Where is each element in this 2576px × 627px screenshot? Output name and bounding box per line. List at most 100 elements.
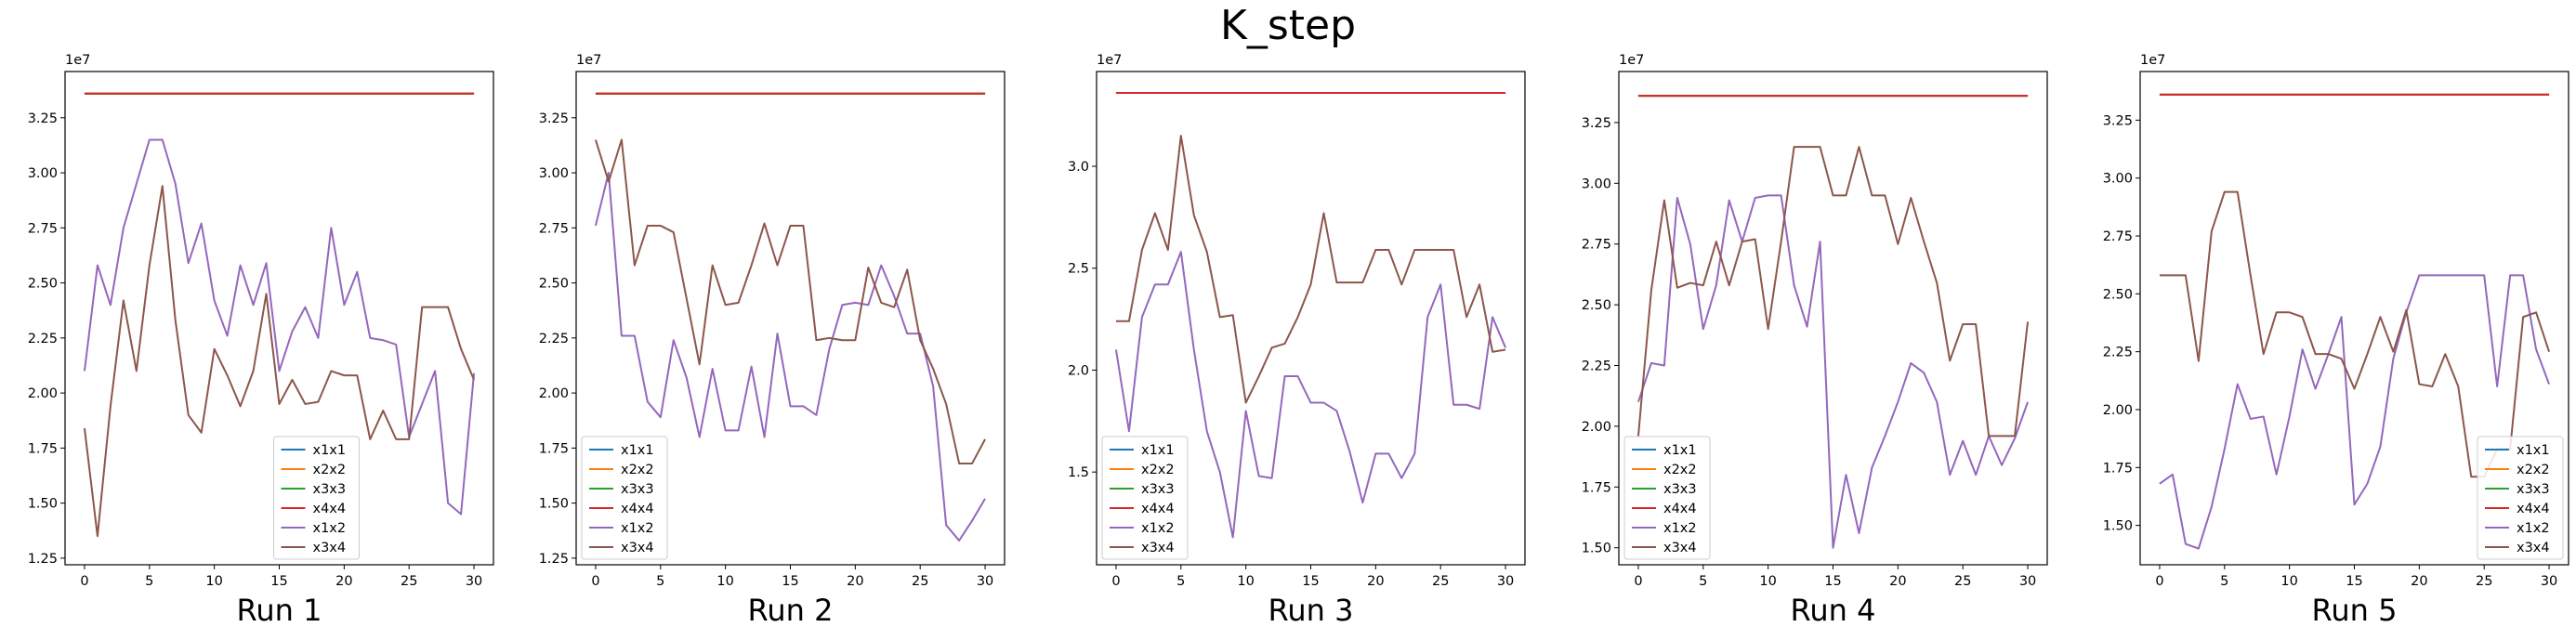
chart4-ytick-label: 3.00: [1582, 176, 1611, 191]
chart3-xtick-label: 5: [1176, 574, 1185, 589]
chart1-legend-label-x2x2: x2x2: [313, 463, 347, 477]
chart5-ytick-label: 1.75: [2103, 461, 2133, 476]
chart1-panel: 0 5 10 15 20 25 30 1.25 1.50 1.75 2.00 2.25 2.50 2.75…: [28, 53, 494, 627]
chart4-xtick-label: 10: [1759, 574, 1776, 589]
chart5-xlabel: Run 5: [2312, 593, 2398, 627]
chart2-ytick-label: 2.25: [539, 332, 569, 346]
chart1-ytick-label: 1.75: [28, 441, 58, 456]
chart1-legend-label-x1x1: x1x1: [313, 443, 347, 458]
chart1-ytick-label: 3.00: [28, 166, 58, 181]
chart1-ytick-label: 2.75: [28, 221, 58, 236]
chart3-xtick-label: 0: [1111, 574, 1120, 589]
chart4-legend-label-x4x4: x4x4: [1663, 502, 1697, 516]
chart1-xtick-label: 30: [466, 574, 482, 589]
subplots: 0 5 10 15 20 25 301.251.501.752.002.252.502.75…: [28, 53, 2569, 627]
chart1-xtick-label: 20: [335, 574, 352, 589]
chart3-series-x1x2-line: [1114, 251, 1506, 539]
chart4-legend-label-x3x4: x3x4: [1663, 541, 1697, 555]
chart2-series-x3x4-line: [594, 138, 986, 464]
chart3-legend-label-x3x4: x3x4: [1141, 541, 1175, 555]
chart2-ytick-label: 1.50: [539, 497, 569, 512]
chart2-legend-label-x1x2: x1x2: [621, 521, 654, 536]
chart2-panel: 0 5 10 15 20 25 30 1.25 1.50 1.75 2.00 2.25 2.50 2.75…: [539, 53, 1005, 627]
chart5-ytick-label: 2.25: [2103, 346, 2133, 360]
chart1-xtick-label: 0: [80, 574, 88, 589]
chart4-xlabel: Run 4: [1791, 593, 1876, 627]
chart5-ytick-label: 1.50: [2103, 519, 2133, 534]
chart2-legend-label-x2x2: x2x2: [621, 463, 654, 477]
chart3-xtick-label: 25: [1432, 574, 1449, 589]
chart5-xtick-label: 25: [2476, 574, 2492, 589]
chart1-legend-label-x1x2: x1x2: [313, 521, 347, 536]
chart4-legend: x1x1 x2x2 x3x3 x4x4 x1x2 x3x4: [1623, 436, 1711, 560]
chart5-axes-frame: [2139, 71, 2569, 566]
chart1-series-group: [83, 92, 476, 538]
chart3-legend-label-x1x2: x1x2: [1141, 521, 1175, 536]
chart2-ytick-label: 2.50: [539, 277, 569, 292]
chart4-ytick-label: 2.75: [1582, 238, 1611, 253]
chart1-ytick-label: 2.00: [28, 386, 58, 401]
chart1-ytick-label: 2.50: [28, 277, 58, 292]
chart2-xtick-label: 30: [977, 574, 993, 589]
chart3-ytick-label: 3.0: [1068, 160, 1089, 175]
chart5-ytick-label: 2.75: [2103, 229, 2133, 244]
chart4-xtick-label: 20: [1889, 574, 1906, 589]
chart4-y-offset-label: 1e7: [1619, 53, 1644, 68]
chart2-legend-label-x4x4: x4x4: [621, 502, 654, 516]
chart2-y-offset-label: 1e7: [576, 53, 601, 68]
chart5-series-x1x2-line: [2159, 274, 2550, 550]
chart5-panel: 0 5 10 15 20 25 30 1.50 1.75 2.00 2.25 2.50 2.75 3.00…: [2103, 53, 2569, 627]
chart2-ytick-label: 1.25: [539, 552, 569, 567]
chart5-xtick-label: 15: [2346, 574, 2362, 589]
chart3-legend-label-x2x2: x2x2: [1141, 463, 1175, 477]
chart4-xtick-label: 25: [1954, 574, 1971, 589]
chart5-ytick-label: 2.50: [2103, 287, 2133, 302]
chart1-y-offset-label: 1e7: [65, 53, 90, 68]
chart5-xtick-label: 10: [2280, 574, 2297, 589]
chart2-ytick-label: 1.75: [539, 441, 569, 456]
chart2-ytick-label: 3.25: [539, 111, 569, 126]
chart3-ytick-label: 2.0: [1068, 363, 1089, 378]
chart5-legend-label-x4x4: x4x4: [2517, 502, 2550, 516]
chart2-ytick-label: 2.00: [539, 386, 569, 401]
chart1-xtick-label: 10: [205, 574, 222, 589]
chart4-xtick-label: 0: [1634, 574, 1642, 589]
chart1-legend: x1x1 x2x2 x3x3 x4x4 x1x2 x3x4: [273, 436, 360, 560]
chart5-y-offset-label: 1e7: [2140, 53, 2165, 68]
chart2-ytick-label: 2.75: [539, 221, 569, 236]
chart3-xtick-label: 20: [1367, 574, 1384, 589]
chart5-xtick-label: 30: [2541, 574, 2557, 589]
chart5-xtick-label: 20: [2411, 574, 2427, 589]
chart4-ytick-label: 3.25: [1582, 116, 1611, 131]
chart4-series-x1x2-line: [1637, 194, 2029, 549]
chart5-legend-label-x1x2: x1x2: [2517, 521, 2550, 536]
chart3-ytick-label: 1.5: [1068, 465, 1089, 480]
chart3-legend-label-x1x1: x1x1: [1141, 443, 1175, 458]
chart2-series-x1x2-line: [594, 172, 986, 542]
chart3-legend-label-x3x3: x3x3: [1141, 482, 1175, 497]
chart1-legend-label-x3x4: x3x4: [313, 541, 347, 555]
chart4-ytick-label: 2.25: [1582, 359, 1611, 374]
chart4-xtick-label: 30: [2019, 574, 2036, 589]
chart4-xtick-label: 15: [1824, 574, 1841, 589]
chart2-legend-label-x1x1: x1x1: [621, 443, 654, 458]
chart3-legend: x1x1 x2x2 x3x3 x4x4 x1x2 x3x4: [1101, 436, 1189, 560]
chart2-xtick-label: 20: [847, 574, 863, 589]
chart5-ytick-label: 2.00: [2103, 403, 2133, 418]
chart4-ytick-label: 1.75: [1582, 480, 1611, 495]
chart1-legend-label-x3x3: x3x3: [313, 482, 347, 497]
chart1-xlabel: Run 1: [237, 593, 322, 627]
chart5-legend-label-x2x2: x2x2: [2517, 463, 2550, 477]
chart2-xtick-label: 25: [912, 574, 928, 589]
chart1-xtick-label: 5: [145, 574, 153, 589]
chart3-series-group: [1114, 92, 1506, 539]
chart2-xtick-label: 5: [656, 574, 664, 589]
chart5-legend-label-x1x1: x1x1: [2517, 443, 2550, 458]
chart2-legend-label-x3x3: x3x3: [621, 482, 654, 497]
chart1-xtick-label: 15: [270, 574, 287, 589]
chart4-series-x3x4-line: [1636, 146, 2030, 438]
chart1-series-x3x4-line: [83, 185, 475, 538]
chart3-xtick-label: 15: [1302, 574, 1319, 589]
chart3-series-x3x4-line: [1115, 135, 1506, 404]
